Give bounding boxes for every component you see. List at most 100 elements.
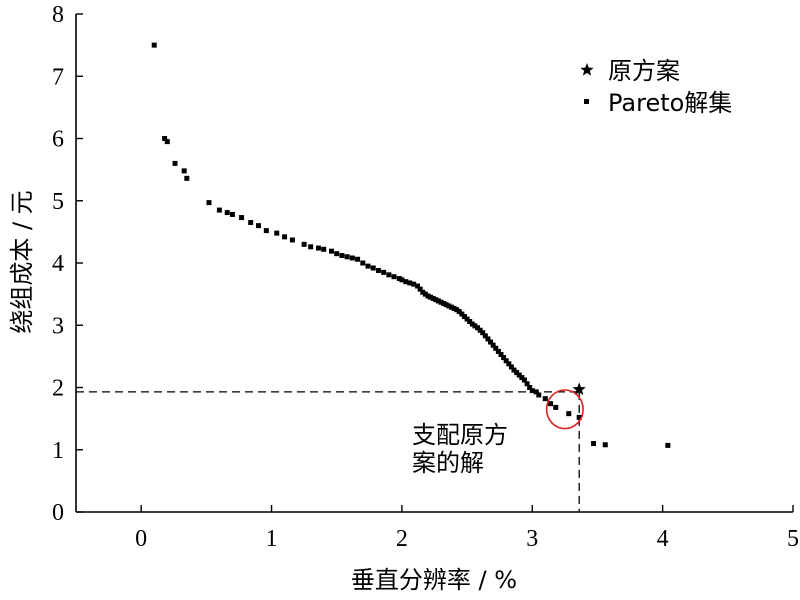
pareto-point — [475, 325, 481, 331]
pareto-point — [514, 370, 520, 376]
pareto-point — [446, 303, 452, 309]
pareto-point — [490, 342, 496, 348]
pareto-point — [375, 267, 381, 273]
pareto-point — [370, 265, 376, 271]
pareto-point — [248, 220, 254, 226]
pareto-point — [516, 372, 522, 378]
y-tick-label: 7 — [52, 64, 64, 90]
pareto-point — [422, 291, 428, 297]
pareto-point — [467, 319, 473, 325]
pareto-point — [349, 255, 355, 261]
pareto-point — [355, 256, 361, 262]
pareto-point — [503, 358, 509, 364]
pareto-point — [533, 389, 539, 395]
pareto-point — [485, 336, 491, 342]
pareto-point — [665, 442, 671, 448]
x-ticks: 0 1 2 3 4 5 — [135, 505, 799, 552]
y-tick-label: 1 — [52, 438, 64, 464]
pareto-point — [461, 314, 467, 320]
pareto-point — [403, 279, 409, 285]
pareto-point — [469, 321, 475, 327]
pareto-point — [519, 375, 525, 381]
pareto-point — [428, 294, 434, 300]
pareto-point — [480, 330, 486, 336]
pareto-point — [344, 254, 350, 260]
x-tick-label: 4 — [657, 526, 669, 552]
pareto-point — [164, 139, 170, 145]
pareto-point — [282, 234, 288, 240]
pareto-point — [521, 377, 527, 383]
pareto-point — [391, 274, 397, 280]
pareto-point — [508, 364, 514, 370]
pareto-point — [591, 441, 597, 447]
pareto-point — [415, 283, 421, 289]
pareto-point — [443, 302, 449, 308]
pareto-point — [451, 305, 457, 311]
y-tick-label: 3 — [52, 313, 64, 339]
pareto-point — [536, 392, 542, 398]
pareto-point — [548, 401, 554, 407]
pareto-point — [488, 339, 494, 345]
pareto-point — [566, 411, 572, 417]
pareto-point — [315, 245, 321, 251]
legend-label-original: 原方案 — [608, 57, 680, 85]
pareto-point — [456, 309, 462, 315]
pareto-point — [454, 307, 460, 313]
pareto-point — [216, 207, 222, 213]
pareto-point — [256, 223, 262, 229]
pareto-point — [433, 297, 439, 303]
y-tick-label: 2 — [52, 376, 64, 402]
annotation-line-1: 支配原方 — [412, 421, 508, 449]
pareto-point — [334, 251, 340, 257]
pareto-point — [229, 211, 235, 217]
pareto-point — [527, 385, 533, 390]
pareto-point — [482, 333, 488, 339]
pareto-point — [151, 42, 157, 48]
y-axis-title: 绕组成本 / 元 — [8, 190, 36, 333]
pareto-point — [308, 244, 314, 250]
pareto-point — [602, 442, 608, 448]
pareto-point — [524, 381, 530, 387]
y-tick-label: 5 — [52, 189, 64, 215]
x-tick-label: 2 — [396, 526, 408, 552]
pareto-point — [435, 298, 441, 304]
pareto-point — [172, 160, 178, 166]
pareto-point — [289, 237, 295, 243]
pareto-point — [339, 253, 345, 259]
legend-label-pareto: Pareto解集 — [608, 89, 732, 117]
legend-star-marker — [580, 63, 594, 76]
pareto-point — [407, 280, 413, 286]
original-series — [572, 382, 586, 396]
pareto-point — [381, 269, 387, 275]
y-ticks: 0 1 2 3 4 5 6 7 8 — [52, 2, 83, 526]
pareto-point — [501, 355, 507, 361]
x-tick-label: 0 — [135, 526, 147, 552]
pareto-point — [239, 215, 245, 221]
pareto-point — [386, 272, 392, 278]
pareto-point — [464, 316, 470, 322]
pareto-point — [493, 345, 499, 351]
pareto-point — [399, 277, 405, 283]
pareto-point — [321, 246, 327, 252]
pareto-series — [151, 42, 671, 448]
y-tick-label: 4 — [52, 251, 64, 277]
pareto-point — [495, 348, 501, 354]
pareto-point — [329, 248, 335, 254]
pareto-point — [263, 228, 269, 234]
pareto-point — [576, 414, 582, 420]
y-tick-label: 0 — [52, 500, 64, 526]
dominating-solutions-circle — [545, 389, 584, 430]
pareto-point — [360, 260, 366, 266]
pareto-point — [396, 276, 402, 282]
pareto-point — [425, 293, 431, 299]
pareto-point — [181, 168, 187, 174]
pareto-point — [438, 299, 444, 305]
x-tick-label: 5 — [787, 526, 799, 552]
pareto-point — [472, 323, 478, 329]
pareto-point — [274, 230, 280, 236]
pareto-point — [162, 136, 168, 141]
pareto-point — [430, 295, 436, 301]
pareto-point — [529, 388, 535, 394]
pareto-point — [365, 263, 371, 269]
